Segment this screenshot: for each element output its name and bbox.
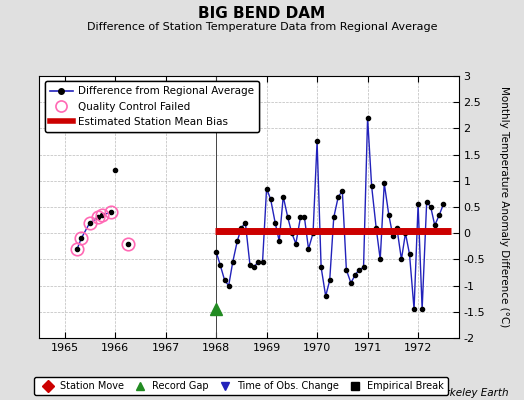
Text: Difference of Station Temperature Data from Regional Average: Difference of Station Temperature Data f… <box>87 22 437 32</box>
Y-axis label: Monthly Temperature Anomaly Difference (°C): Monthly Temperature Anomaly Difference (… <box>499 86 509 328</box>
Legend: Station Move, Record Gap, Time of Obs. Change, Empirical Break: Station Move, Record Gap, Time of Obs. C… <box>34 377 448 395</box>
Text: Berkeley Earth: Berkeley Earth <box>432 388 508 398</box>
Text: BIG BEND DAM: BIG BEND DAM <box>199 6 325 21</box>
Legend: Difference from Regional Average, Quality Control Failed, Estimated Station Mean: Difference from Regional Average, Qualit… <box>45 81 259 132</box>
